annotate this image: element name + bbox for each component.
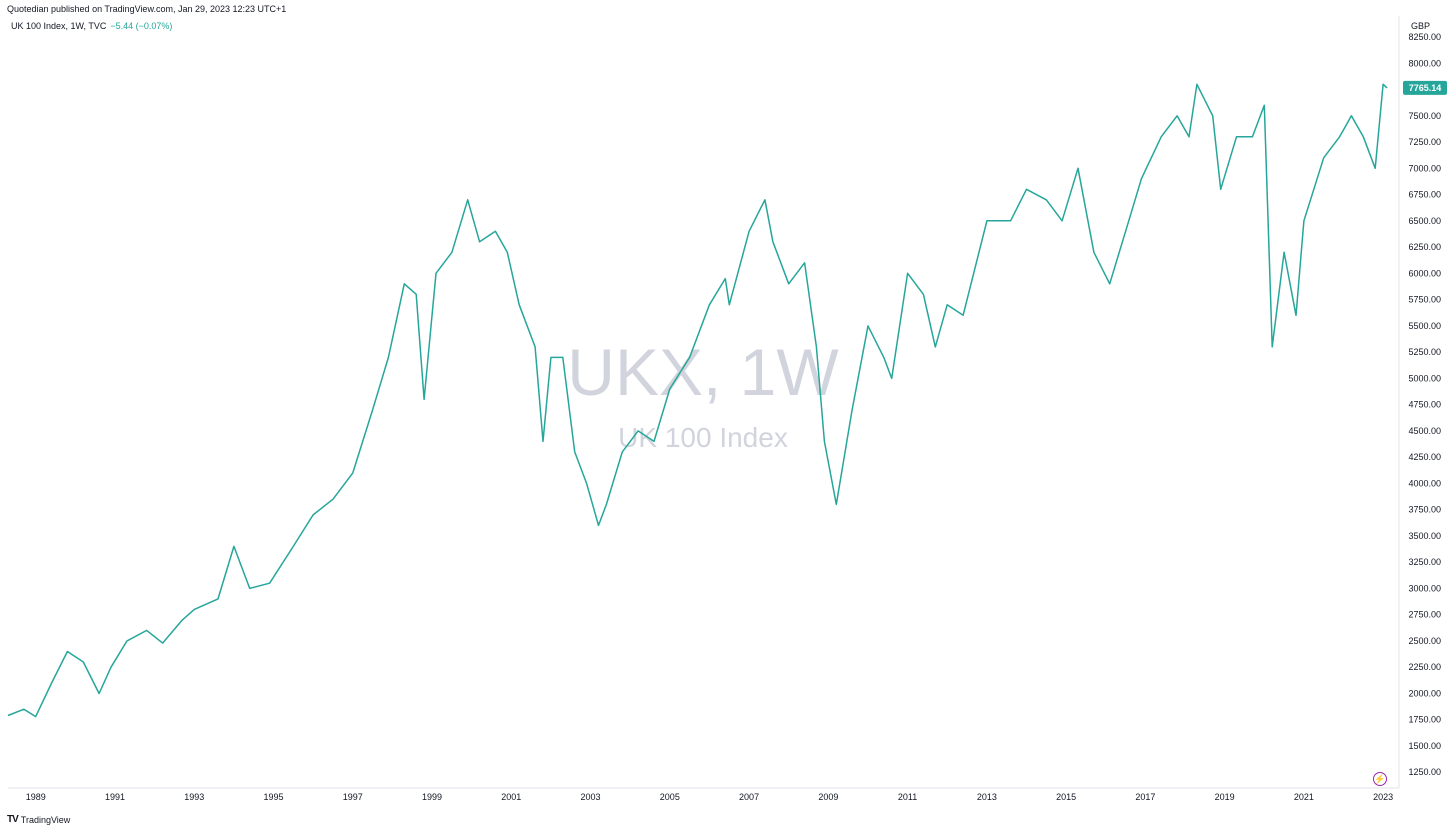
y-tick-label: 5500.00 (1408, 321, 1441, 331)
x-tick-label: 1991 (105, 792, 125, 802)
y-tick-label: 1500.00 (1408, 741, 1441, 751)
x-tick-label: 2003 (581, 792, 601, 802)
y-tick-label: 4000.00 (1408, 478, 1441, 488)
x-tick-label: 2019 (1215, 792, 1235, 802)
x-tick-label: 1999 (422, 792, 442, 802)
x-tick-label: 2017 (1135, 792, 1155, 802)
series-legend[interactable]: UK 100 Index, 1W, TVC −5.44 (−0.07%) (11, 21, 172, 31)
brand-name: TradingView (20, 814, 71, 825)
y-tick-label: 7250.00 (1408, 137, 1441, 147)
y-tick-label: 4500.00 (1408, 426, 1441, 436)
x-tick-label: 1993 (184, 792, 204, 802)
last-value-label: 7765.14 (1403, 80, 1447, 95)
x-tick-label: 2009 (818, 792, 838, 802)
x-tick-label: 2021 (1294, 792, 1314, 802)
y-tick-label: 8250.00 (1408, 32, 1441, 42)
watermark-symbol: UKX, 1W (567, 335, 839, 409)
last-value-badge (1403, 80, 1447, 95)
y-tick-label: 4250.00 (1408, 452, 1441, 462)
x-tick-label: 2015 (1056, 792, 1076, 802)
x-tick-label: 2005 (660, 792, 680, 802)
y-tick-label: 5750.00 (1408, 295, 1441, 305)
y-tick-label: 2750.00 (1408, 610, 1441, 620)
y-tick-label: 1250.00 (1408, 767, 1441, 777)
x-tick-label: 2013 (977, 792, 997, 802)
y-tick-label: 5000.00 (1408, 373, 1441, 383)
y-tick-label: 6000.00 (1408, 268, 1441, 278)
watermark-name: UK 100 Index (618, 422, 788, 453)
y-tick-label: 3750.00 (1408, 505, 1441, 515)
tradingview-logo-icon: TV (7, 814, 19, 825)
y-tick-label: 7000.00 (1408, 163, 1441, 173)
y-tick-label: 3250.00 (1408, 557, 1441, 567)
brand-footer: TV TradingView (7, 814, 70, 825)
y-tick-label: 6750.00 (1408, 190, 1441, 200)
y-tick-label: 7500.00 (1408, 111, 1441, 121)
legend-symbol: UK 100 Index, 1W, TVC (11, 21, 107, 31)
y-tick-label: 6250.00 (1408, 242, 1441, 252)
y-tick-label: 1750.00 (1408, 715, 1441, 725)
x-tick-label: 1989 (26, 792, 46, 802)
currency-label: GBP (1410, 21, 1430, 31)
y-tick-label: 6500.00 (1408, 216, 1441, 226)
legend-change: −5.44 (−0.07%) (110, 21, 173, 31)
x-tick-label: 1995 (264, 792, 284, 802)
y-tick-label: 3500.00 (1408, 531, 1441, 541)
publisher-credit: Quotedian published on TradingView.com, … (7, 4, 287, 14)
y-tick-label: 8000.00 (1408, 58, 1441, 68)
x-tick-label: 1997 (343, 792, 363, 802)
x-tick-label: 2023 (1373, 792, 1393, 802)
y-tick-label: 2250.00 (1408, 662, 1441, 672)
last-value-text: 7765.14 (1409, 83, 1442, 93)
x-tick-label: 2007 (739, 792, 759, 802)
y-tick-label: 4750.00 (1408, 400, 1441, 410)
series-line-ukx (7, 83, 1388, 718)
y-tick-label: 5250.00 (1408, 347, 1441, 357)
x-tick-label: 2011 (898, 792, 917, 802)
y-tick-label: 3000.00 (1408, 583, 1441, 593)
y-tick-label: 2000.00 (1408, 688, 1441, 698)
lightning-icon[interactable]: ⚡ (1373, 772, 1387, 786)
y-tick-label: 2500.00 (1408, 636, 1441, 646)
x-tick-label: 2001 (501, 792, 521, 802)
